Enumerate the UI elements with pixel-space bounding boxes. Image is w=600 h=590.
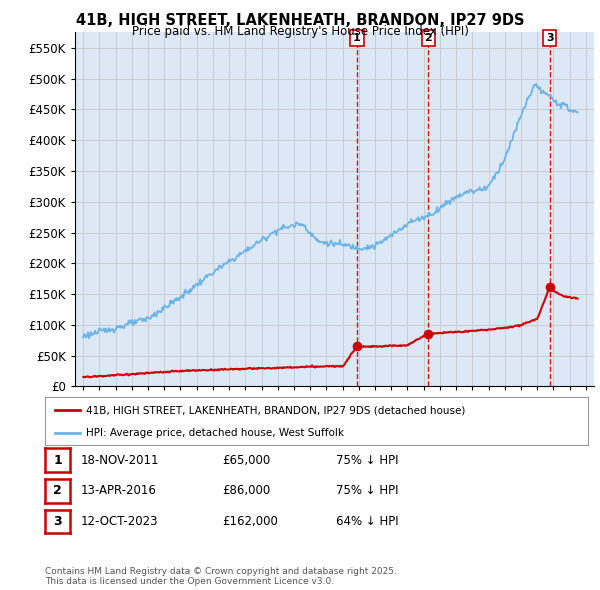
Text: 3: 3 [546, 33, 554, 43]
Text: £65,000: £65,000 [222, 454, 270, 467]
Text: 1: 1 [53, 454, 62, 467]
Text: 64% ↓ HPI: 64% ↓ HPI [336, 515, 398, 528]
Text: HPI: Average price, detached house, West Suffolk: HPI: Average price, detached house, West… [86, 428, 344, 438]
Text: £86,000: £86,000 [222, 484, 270, 497]
Text: 12-OCT-2023: 12-OCT-2023 [81, 515, 158, 528]
Text: 2: 2 [424, 33, 432, 43]
Text: 2: 2 [53, 484, 62, 497]
Text: 18-NOV-2011: 18-NOV-2011 [81, 454, 160, 467]
Text: £162,000: £162,000 [222, 515, 278, 528]
Text: 41B, HIGH STREET, LAKENHEATH, BRANDON, IP27 9DS (detached house): 41B, HIGH STREET, LAKENHEATH, BRANDON, I… [86, 405, 465, 415]
Text: 41B, HIGH STREET, LAKENHEATH, BRANDON, IP27 9DS: 41B, HIGH STREET, LAKENHEATH, BRANDON, I… [76, 13, 524, 28]
Text: 3: 3 [53, 515, 62, 528]
Text: 1: 1 [353, 33, 361, 43]
Text: 13-APR-2016: 13-APR-2016 [81, 484, 157, 497]
Text: Contains HM Land Registry data © Crown copyright and database right 2025.
This d: Contains HM Land Registry data © Crown c… [45, 567, 397, 586]
Text: Price paid vs. HM Land Registry's House Price Index (HPI): Price paid vs. HM Land Registry's House … [131, 25, 469, 38]
Text: 75% ↓ HPI: 75% ↓ HPI [336, 484, 398, 497]
Text: 75% ↓ HPI: 75% ↓ HPI [336, 454, 398, 467]
